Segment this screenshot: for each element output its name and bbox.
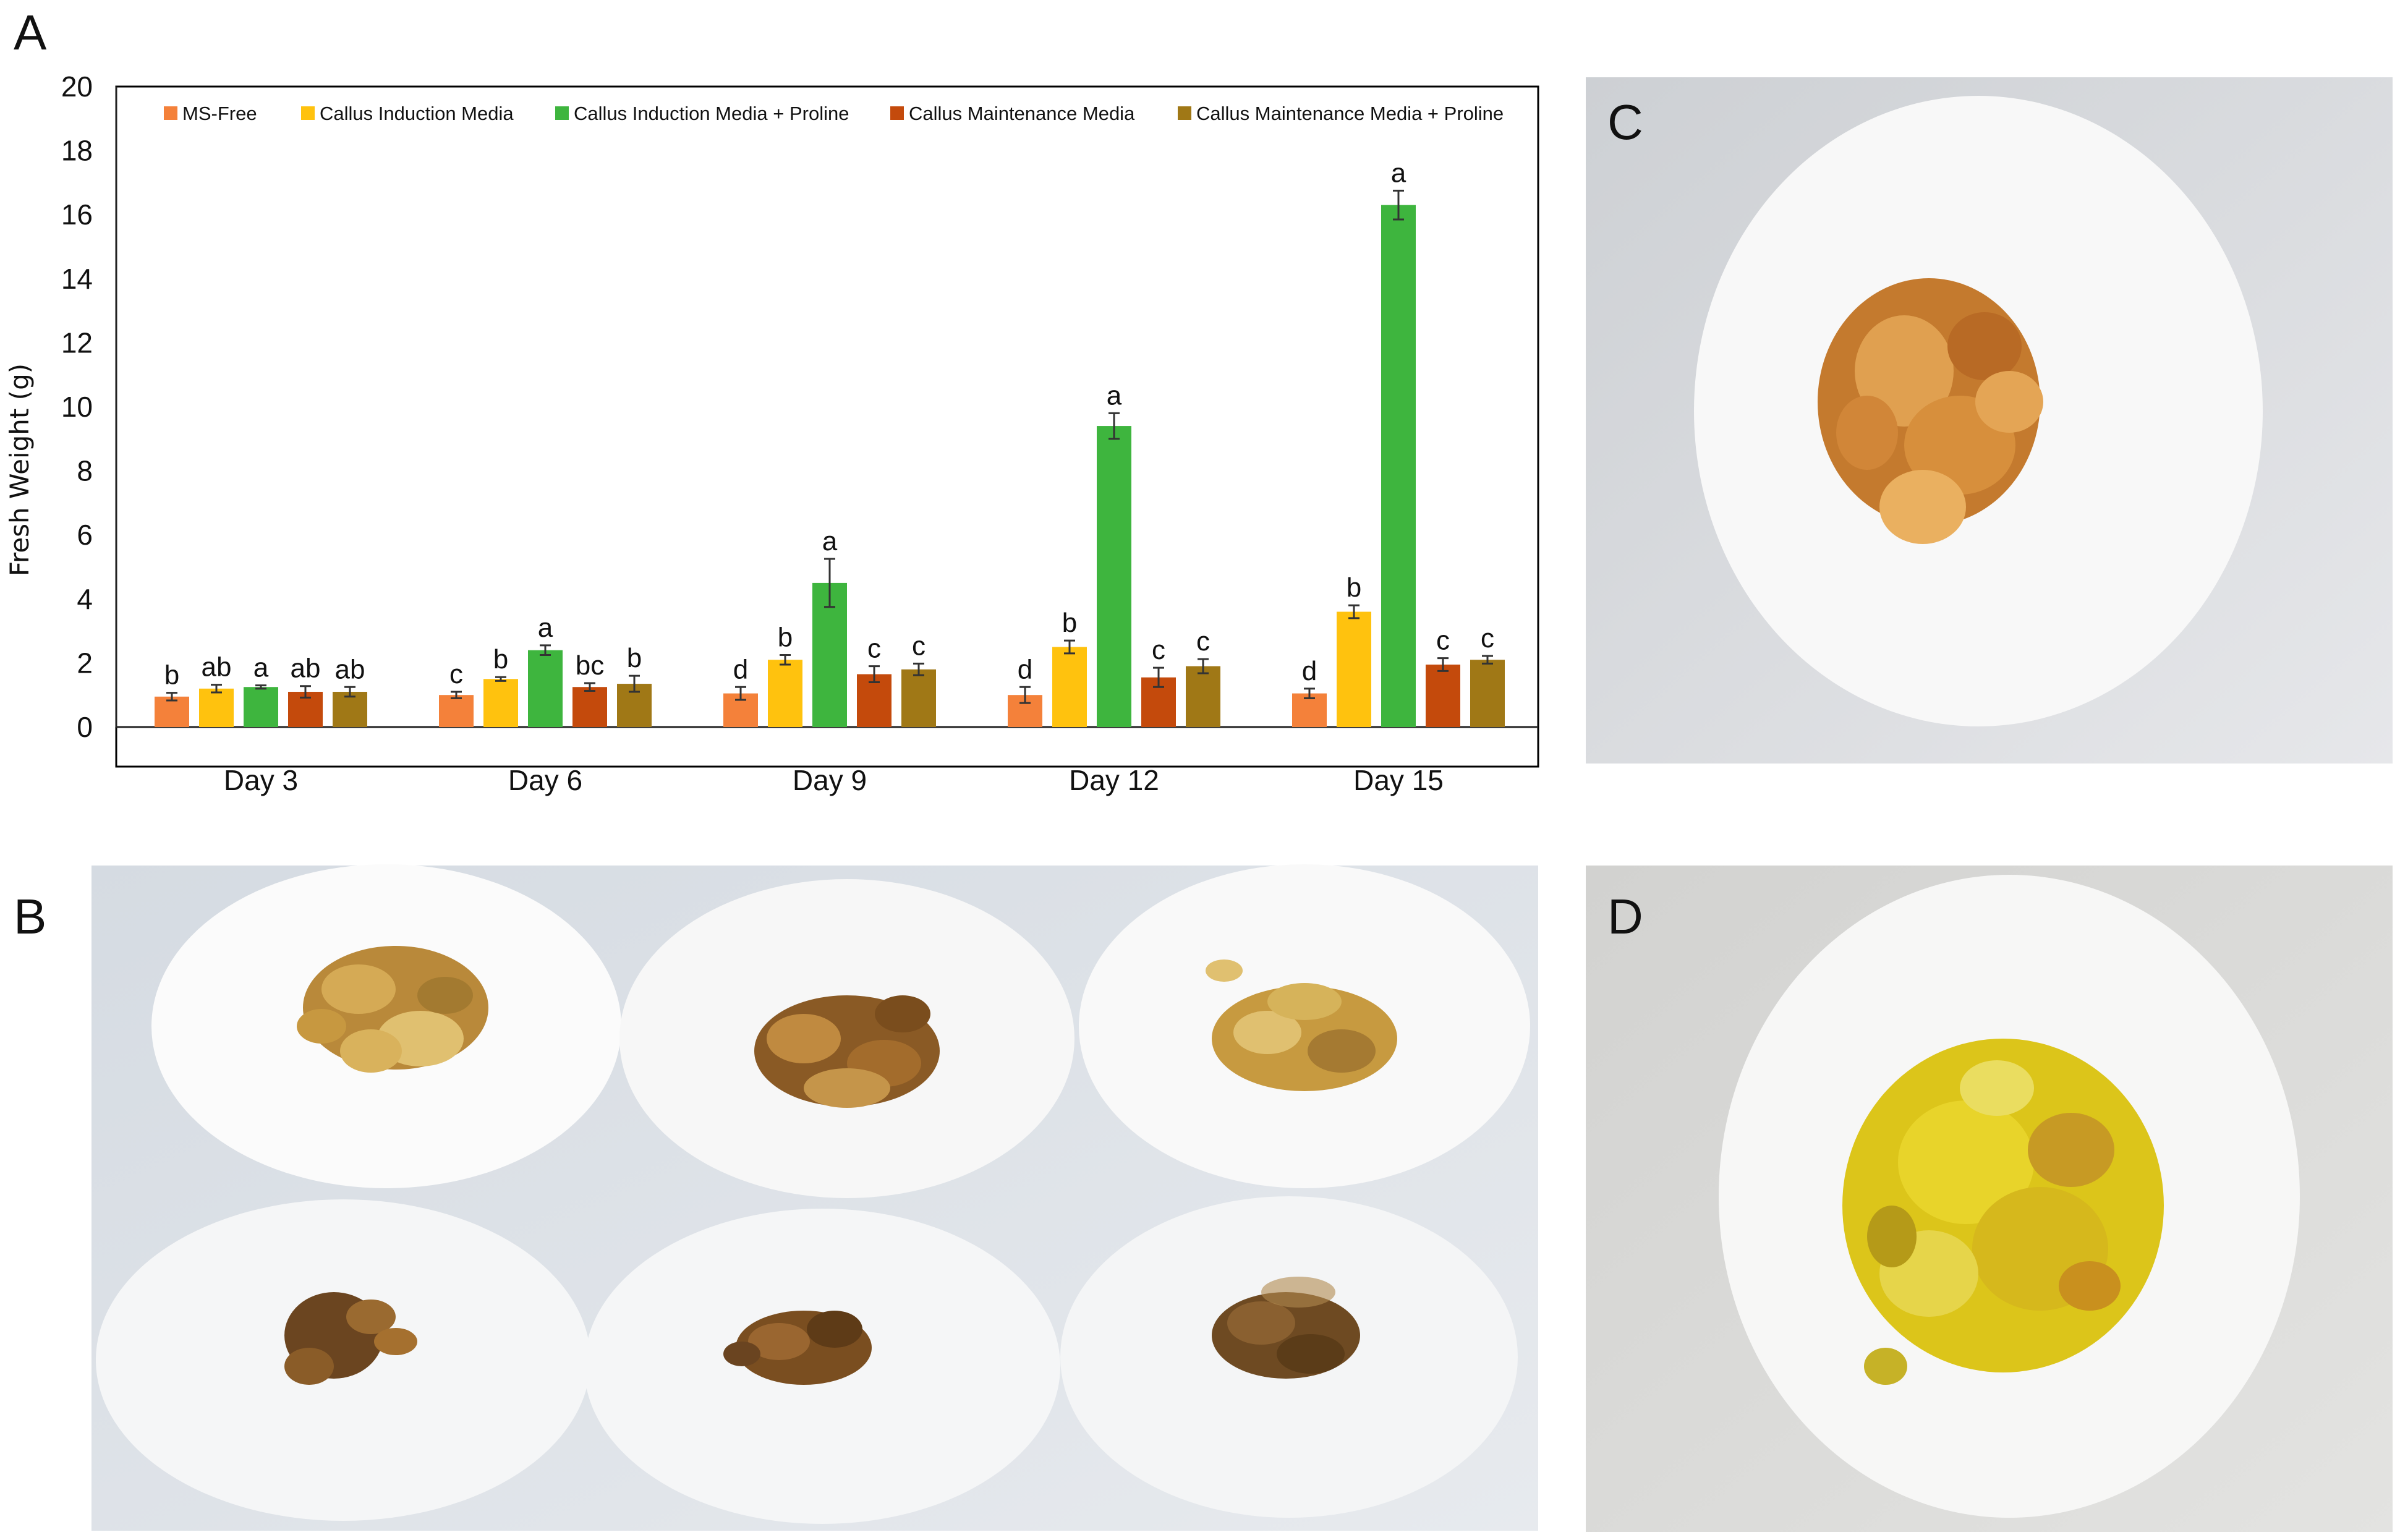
significance-letter: b (1347, 572, 1361, 603)
bar (1052, 647, 1087, 727)
y-tick-label: 2 (77, 647, 93, 679)
panel-label-a: A (14, 5, 47, 60)
significance-letter: d (1302, 656, 1317, 686)
bar (1186, 666, 1220, 727)
y-axis-label: Fresh Weight (g) (4, 364, 35, 576)
y-tick-label: 12 (61, 326, 93, 359)
legend-swatch (164, 106, 177, 120)
significance-letter: b (627, 643, 642, 673)
significance-letter: ab (202, 652, 232, 683)
photo-c: C (1586, 77, 2393, 764)
x-category-label: Day 3 (224, 764, 298, 796)
legend-swatch (555, 106, 569, 120)
bar (901, 669, 936, 727)
significance-letter: a (1107, 380, 1122, 411)
bar (155, 696, 189, 727)
bar (483, 679, 518, 727)
significance-letter: b (1062, 608, 1077, 638)
bar (333, 692, 367, 727)
legend-swatch (1178, 106, 1191, 120)
legend-swatch (301, 106, 315, 120)
significance-letter: a (253, 653, 269, 683)
significance-letter: b (778, 622, 793, 652)
y-tick-label: 20 (61, 70, 93, 103)
bar (1470, 660, 1505, 727)
significance-letter: a (1391, 158, 1406, 188)
significance-letter: bc (576, 650, 604, 681)
chart-legend: MS-Free Callus Induction Media Callus Indu… (164, 103, 1504, 124)
significance-letter: c (449, 659, 463, 689)
y-tick-label: 4 (77, 583, 93, 615)
bar (1426, 664, 1460, 727)
category-labels: Day 3 Day 6 Day 9 Day 12 Day 15 (224, 764, 1444, 796)
x-category-label: Day 12 (1069, 764, 1159, 796)
x-category-label: Day 15 (1353, 764, 1444, 796)
bar (1337, 611, 1371, 727)
significance-letter: a (822, 526, 838, 556)
significance-letter: d (1018, 654, 1032, 684)
significance-letter: c (1436, 626, 1450, 656)
bar (244, 687, 278, 727)
callus-cluster (1818, 278, 2043, 544)
panel-label-d: D (1607, 889, 1643, 944)
significance-letter: ab (291, 653, 321, 684)
bar (1097, 426, 1131, 727)
y-tick-label: 0 (77, 711, 93, 743)
bar-chart: Fresh Weight (g) 0 2 4 6 8 10 12 14 16 18 20 MS-Fr… (4, 70, 1539, 796)
bar (199, 688, 234, 727)
significance-letter: d (733, 654, 748, 684)
significance-letter: b (164, 660, 179, 691)
y-tick-label: 6 (77, 519, 93, 551)
panel-label-b: B (14, 889, 46, 944)
y-tick-label: 14 (61, 263, 93, 295)
callus-cluster (1212, 1277, 1360, 1379)
significance-letter: c (912, 631, 926, 661)
legend-label: MS-Free (182, 103, 257, 124)
callus-cluster (1842, 1039, 2164, 1385)
photo-b (91, 864, 1538, 1531)
significance-letter: c (1196, 626, 1210, 657)
bar (572, 687, 607, 727)
x-category-label: Day 9 (793, 764, 867, 796)
significance-letter: b (493, 644, 508, 674)
legend-label: Callus Maintenance Media + Proline (1196, 103, 1504, 124)
y-tick-label: 10 (61, 391, 93, 423)
y-tick-label: 16 (61, 198, 93, 231)
legend-label: Callus Induction Media (320, 103, 514, 124)
significance-letter: a (538, 613, 553, 643)
bar (528, 650, 563, 727)
callus-cluster (297, 946, 488, 1073)
callus-cluster (723, 1311, 872, 1385)
callus-cluster (754, 995, 940, 1108)
photo-d: D (1586, 866, 2393, 1532)
y-tick-labels: 0 2 4 6 8 10 12 14 16 18 20 (61, 70, 93, 743)
panel-label-c: C (1607, 95, 1643, 150)
x-category-label: Day 6 (508, 764, 582, 796)
legend-swatch (890, 106, 904, 120)
bar (439, 695, 474, 727)
y-tick-label: 8 (77, 455, 93, 487)
callus-cluster (284, 1292, 417, 1385)
significance-letter: c (1481, 623, 1494, 653)
y-tick-label: 18 (61, 135, 93, 167)
bar (1381, 205, 1416, 727)
legend-label: Callus Maintenance Media (909, 103, 1135, 124)
significance-letter: c (867, 634, 881, 664)
significance-letter: c (1152, 635, 1165, 665)
callus-cluster (1206, 959, 1397, 1091)
bar (768, 660, 802, 727)
significance-letter: ab (335, 654, 365, 684)
legend-label: Callus Induction Media + Proline (574, 103, 849, 124)
